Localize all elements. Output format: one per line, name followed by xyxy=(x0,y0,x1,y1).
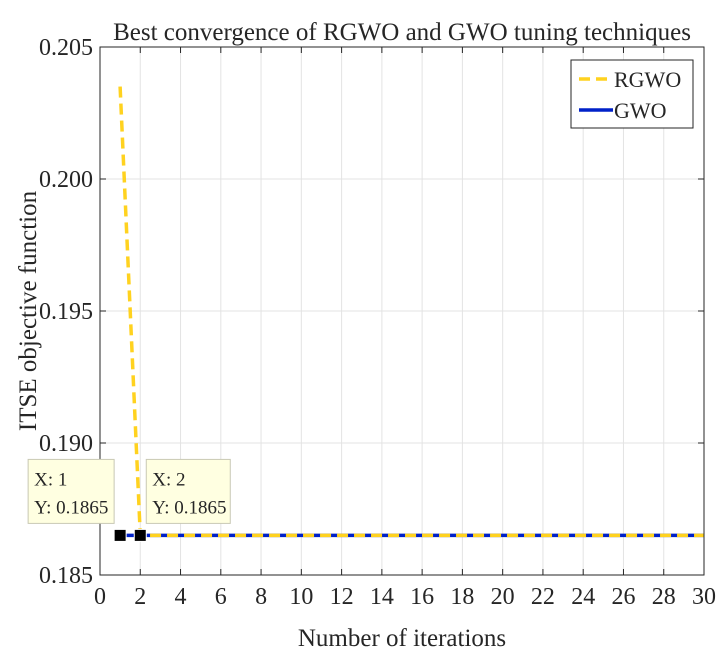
datatip-marker xyxy=(113,528,127,542)
datatip-y-text: Y: 0.1865 xyxy=(34,497,108,518)
axis-ticks: 0 2 4 6 8 10 12 14 16 18 20 22 24 26 28 300.1850.1900.1… xyxy=(39,35,716,610)
x-tick-label: 8 xyxy=(255,584,267,610)
x-tick-label: 20 xyxy=(491,584,515,610)
datatip-box xyxy=(27,458,115,524)
datatips[interactable]: X: 1 Y: 0.1865 X: 2 Y: 0.1865 xyxy=(27,458,231,542)
legend-gwo-label: GWO xyxy=(614,98,667,123)
y-tick-label: 0.200 xyxy=(39,167,93,193)
y-tick-label: 0.205 xyxy=(39,35,93,61)
x-tick-label: 14 xyxy=(370,584,394,610)
y-tick-label: 0.195 xyxy=(39,299,93,325)
x-tick-label: 4 xyxy=(175,584,187,610)
y-tick-label: 0.185 xyxy=(39,563,93,589)
grid-lines xyxy=(99,46,705,576)
datatip-x-text: X: 2 xyxy=(152,469,185,490)
x-tick-label: 10 xyxy=(289,584,313,610)
x-tick-label: 2 xyxy=(134,584,146,610)
x-tick-label: 22 xyxy=(531,584,555,610)
series-line-rgwo xyxy=(118,86,704,538)
datatip-box xyxy=(145,458,231,524)
legend-box xyxy=(570,59,694,129)
y-tick-label: 0.190 xyxy=(39,431,93,457)
datatip-x-text: X: 1 xyxy=(34,469,67,490)
x-tick-label: 6 xyxy=(215,584,227,610)
datatip-1[interactable]: X: 1 Y: 0.1865 xyxy=(27,458,127,542)
y-axis-label: ITSE objective function xyxy=(15,190,42,431)
legend-rgwo-label: RGWO xyxy=(614,67,681,92)
x-tick-label: 18 xyxy=(450,584,474,610)
x-axis-label: Number of iterations xyxy=(298,625,506,652)
x-tick-label: 30 xyxy=(692,584,716,610)
datatip-2[interactable]: X: 2 Y: 0.1865 xyxy=(133,458,231,542)
x-tick-label: 0 xyxy=(94,584,106,610)
legend[interactable]: RGWO GWO xyxy=(570,59,694,129)
datatip-y-text: Y: 0.1865 xyxy=(152,497,226,518)
x-tick-label: 26 xyxy=(611,584,635,610)
x-tick-label: 12 xyxy=(330,584,354,610)
chart-title: Best convergence of RGWO and GWO tuning … xyxy=(113,19,691,46)
datatip-marker xyxy=(133,528,147,542)
x-tick-label: 24 xyxy=(571,584,595,610)
x-tick-label: 28 xyxy=(652,584,676,610)
x-tick-label: 16 xyxy=(410,584,434,610)
